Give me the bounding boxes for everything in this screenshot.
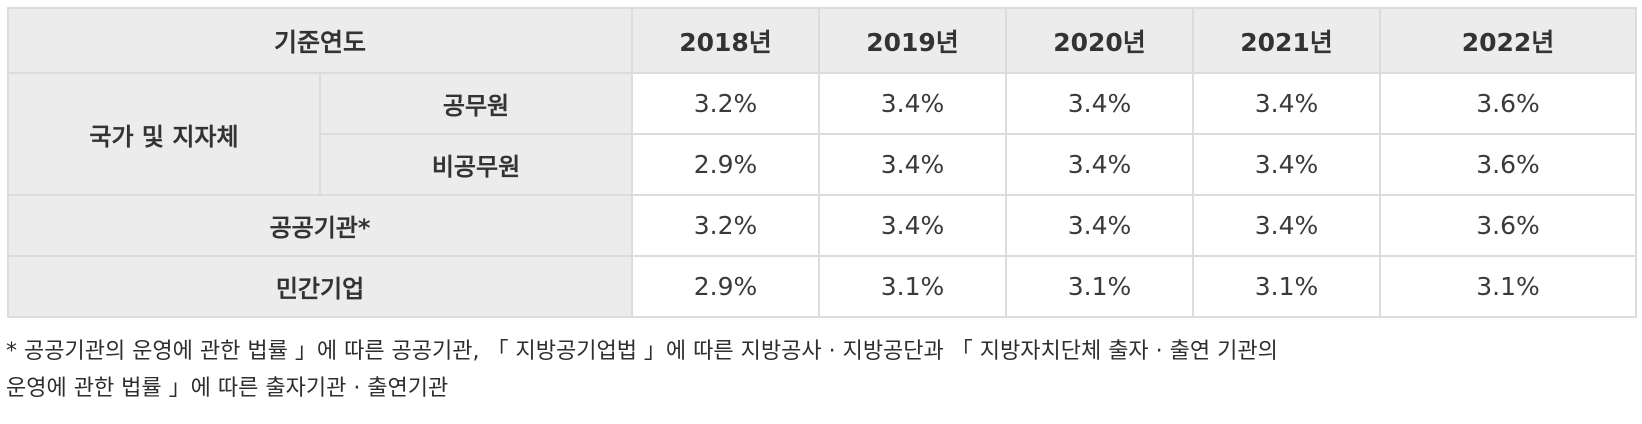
- table-row: 국가 및 지자체 공무원 3.2% 3.4% 3.4% 3.4% 3.6%: [7, 72, 1638, 196]
- header-year: 2020년: [1005, 7, 1195, 74]
- header-row: 기준연도 2018년 2019년 2020년 2021년 2022년: [6, 7, 1638, 74]
- table-row: 공공기관* 3.2% 3.4% 3.4% 3.4% 3.6%: [6, 194, 1638, 257]
- employment-rate-table: 기준연도 2018년 2019년 2020년 2021년 2022년 국가 및 …: [6, 7, 1638, 318]
- row-label: 비공무원: [318, 133, 634, 196]
- table-cell: 3.4%: [818, 133, 1008, 196]
- table-cell: 3.1%: [818, 255, 1008, 318]
- table-cell: 3.4%: [1005, 133, 1195, 196]
- table-cell: 3.2%: [631, 72, 821, 135]
- row-label: 민간기업: [6, 255, 634, 318]
- table-cell: 3.6%: [1379, 133, 1638, 196]
- table-cell: 2.9%: [631, 255, 821, 318]
- table-cell: 3.4%: [1005, 72, 1195, 135]
- header-year: 2021년: [1192, 7, 1382, 74]
- footnote: * 공공기관의 운영에 관한 법률 」에 따른 공공기관, 「 지방공기업법 」…: [6, 333, 1636, 407]
- table-cell: 3.4%: [818, 194, 1008, 257]
- table-cell: 3.6%: [1379, 72, 1638, 135]
- table-cell: 3.1%: [1379, 255, 1638, 318]
- table-row: 비공무원 2.9% 3.4% 3.4% 3.4% 3.6%: [8, 133, 1638, 196]
- header-base-year: 기준연도: [6, 7, 634, 74]
- header-year: 2022년: [1379, 7, 1638, 74]
- row-label: 공공기관*: [6, 194, 634, 257]
- table-cell: 2.9%: [631, 133, 821, 196]
- table-cell: 3.4%: [1005, 194, 1195, 257]
- table-cell: 3.4%: [1192, 72, 1382, 135]
- table-cell: 3.2%: [631, 194, 821, 257]
- footnote-line: * 공공기관의 운영에 관한 법률 」에 따른 공공기관, 「 지방공기업법 」…: [6, 339, 1278, 364]
- footnote-line: 운영에 관한 법률 」에 따른 출자기관 · 출연기관: [6, 376, 449, 401]
- group-label: 국가 및 지자체: [7, 72, 321, 196]
- header-year: 2019년: [818, 7, 1008, 74]
- table-cell: 3.4%: [818, 72, 1008, 135]
- header-year: 2018년: [631, 7, 821, 74]
- table-cell: 3.4%: [1192, 194, 1382, 257]
- table-row: 민간기업 2.9% 3.1% 3.1% 3.1% 3.1%: [6, 255, 1638, 318]
- table-cell: 3.4%: [1192, 133, 1382, 196]
- table-cell: 3.1%: [1192, 255, 1382, 318]
- table-container: 기준연도 2018년 2019년 2020년 2021년 2022년 국가 및 …: [6, 7, 1638, 318]
- table-cell: 3.6%: [1379, 194, 1638, 257]
- row-label: 공무원: [318, 72, 634, 135]
- table-cell: 3.1%: [1005, 255, 1195, 318]
